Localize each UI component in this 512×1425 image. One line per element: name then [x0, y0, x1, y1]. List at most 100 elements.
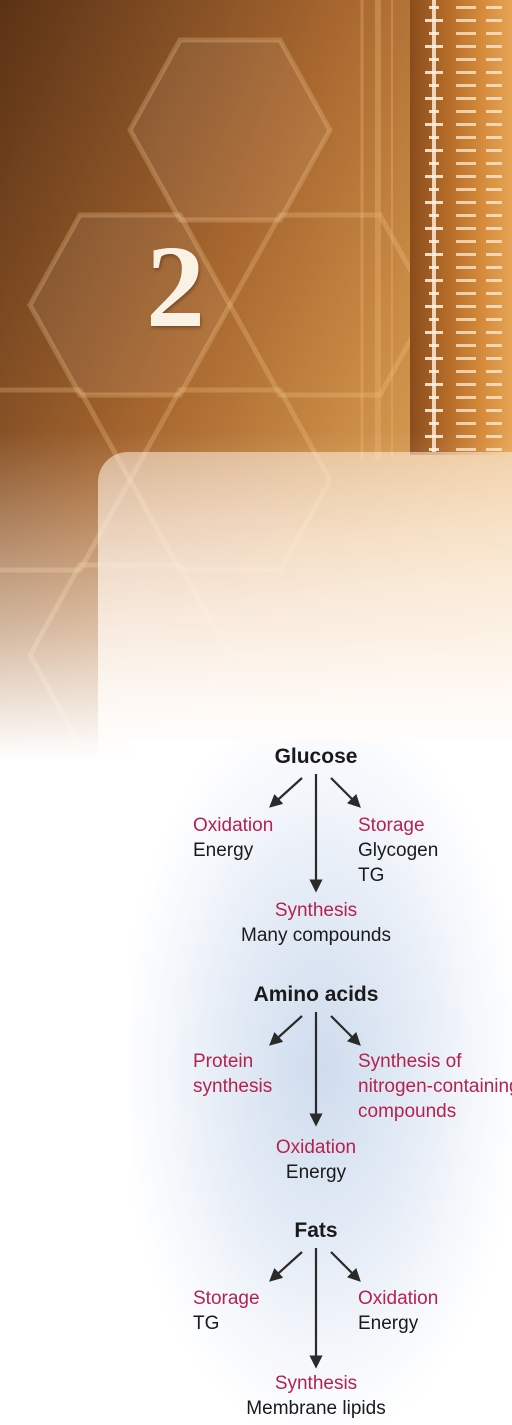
amino-arrow-right: [330, 1015, 361, 1046]
amino-bottom-process: Oxidation: [275, 1137, 357, 1158]
ruler-tick: [486, 344, 502, 347]
amino-left-process-1: Protein: [193, 1051, 254, 1072]
glucose-title: Glucose: [274, 745, 358, 768]
glucose-left-process: Oxidation: [193, 815, 274, 836]
ruler-tick: [486, 318, 502, 321]
ruler-tick: [456, 97, 476, 100]
ruler-tick: [456, 136, 476, 139]
ruler-tick: [456, 240, 476, 243]
ruler-tick: [486, 396, 502, 399]
amino-bottom-product: Energy: [285, 1162, 347, 1183]
content-panel: [98, 452, 512, 760]
ruler-tick: [486, 331, 502, 334]
ruler-tick: [486, 357, 502, 360]
ruler-tick: [486, 279, 502, 282]
ruler-tick: [456, 214, 476, 217]
glucose-right-product-1: Glycogen: [358, 840, 439, 861]
ruler-tick: [486, 32, 502, 35]
ruler-tick: [456, 123, 476, 126]
ruler-tick: [486, 409, 502, 412]
glucose-arrow-right: [330, 777, 361, 808]
ruler-tick: [486, 6, 502, 9]
ruler-tick: [486, 58, 502, 61]
ruler-tick: [486, 227, 502, 230]
ruler-tick: [486, 370, 502, 373]
fats-right-process: Oxidation: [358, 1288, 439, 1309]
ruler-tick: [456, 32, 476, 35]
ruler-tick: [456, 110, 476, 113]
fats-arrow-right: [330, 1251, 361, 1282]
ruler-tick: [486, 19, 502, 22]
ruler-tick: [486, 149, 502, 152]
ruler-tick: [456, 305, 476, 308]
amino-left-process-2: synthesis: [193, 1076, 273, 1097]
fats-title: Fats: [294, 1219, 338, 1242]
ruler-tick: [486, 305, 502, 308]
ruler-tick: [486, 110, 502, 113]
amino-right-process-3: compounds: [358, 1101, 457, 1122]
ruler-tick: [486, 266, 502, 269]
ruler-tick: [486, 201, 502, 204]
ruler-tick: [456, 149, 476, 152]
ruler-tick: [456, 331, 476, 334]
ruler-tick: [456, 19, 476, 22]
amino-arrow-left: [269, 1015, 303, 1046]
fats-right-product: Energy: [358, 1313, 419, 1334]
glucose-right-product-2: TG: [358, 865, 385, 886]
ruler-tick: [486, 240, 502, 243]
chapter-number: 2: [146, 221, 205, 352]
ruler-spine: [432, 0, 436, 452]
ruler-tick: [456, 188, 476, 191]
ruler-tick: [486, 188, 502, 191]
ruler-tick: [486, 136, 502, 139]
fats-left-product: TG: [193, 1313, 220, 1334]
ruler-tick: [456, 45, 476, 48]
ruler-tick: [456, 71, 476, 74]
fats-left-process: Storage: [193, 1288, 260, 1309]
ruler-tick: [486, 253, 502, 256]
ruler-tick: [486, 123, 502, 126]
chapter-banner: 2: [0, 0, 512, 760]
ruler-tick: [456, 396, 476, 399]
ruler-tick: [486, 175, 502, 178]
ruler-tick: [456, 253, 476, 256]
ruler-tick: [456, 344, 476, 347]
ruler-tick: [456, 175, 476, 178]
glucose-left-product: Energy: [193, 840, 254, 861]
ruler-tick: [456, 409, 476, 412]
ruler-ticks: [425, 0, 502, 452]
glucose-arrow-left: [269, 777, 303, 808]
ruler-tick: [456, 292, 476, 295]
ruler-tick: [486, 214, 502, 217]
fats-bottom-product: Membrane lipids: [246, 1398, 386, 1419]
ruler-tick: [456, 201, 476, 204]
ruler-tick: [456, 227, 476, 230]
ruler-tick: [486, 383, 502, 386]
ruler-tick: [456, 84, 476, 87]
glucose-bottom-product: Many compounds: [241, 925, 391, 946]
ruler-tick: [456, 266, 476, 269]
nutrient-fate-diagram: Glucose Oxidation Energy Storage Glycoge…: [130, 740, 512, 1425]
ruler-tick: [486, 45, 502, 48]
ruler-tick: [486, 292, 502, 295]
ruler-tick: [456, 318, 476, 321]
ruler-tick: [486, 97, 502, 100]
amino-right-process-1: Synthesis of: [358, 1051, 462, 1072]
ruler-tick: [456, 357, 476, 360]
ruler-tick: [486, 422, 502, 425]
ruler-tick: [456, 6, 476, 9]
arrow-layer: [269, 774, 361, 1369]
ruler-tick: [456, 422, 476, 425]
ruler-tick: [486, 84, 502, 87]
ruler-tick: [456, 383, 476, 386]
ruler-tick: [456, 279, 476, 282]
ruler-tick: [456, 58, 476, 61]
ruler-tick: [486, 71, 502, 74]
glucose-right-process: Storage: [358, 815, 425, 836]
fats-bottom-process: Synthesis: [274, 1373, 358, 1394]
ruler-tick: [456, 370, 476, 373]
fats-arrow-left: [269, 1251, 303, 1282]
amino-acids-title: Amino acids: [253, 983, 379, 1006]
glucose-bottom-process: Synthesis: [274, 900, 358, 921]
ruler-tick: [456, 162, 476, 165]
